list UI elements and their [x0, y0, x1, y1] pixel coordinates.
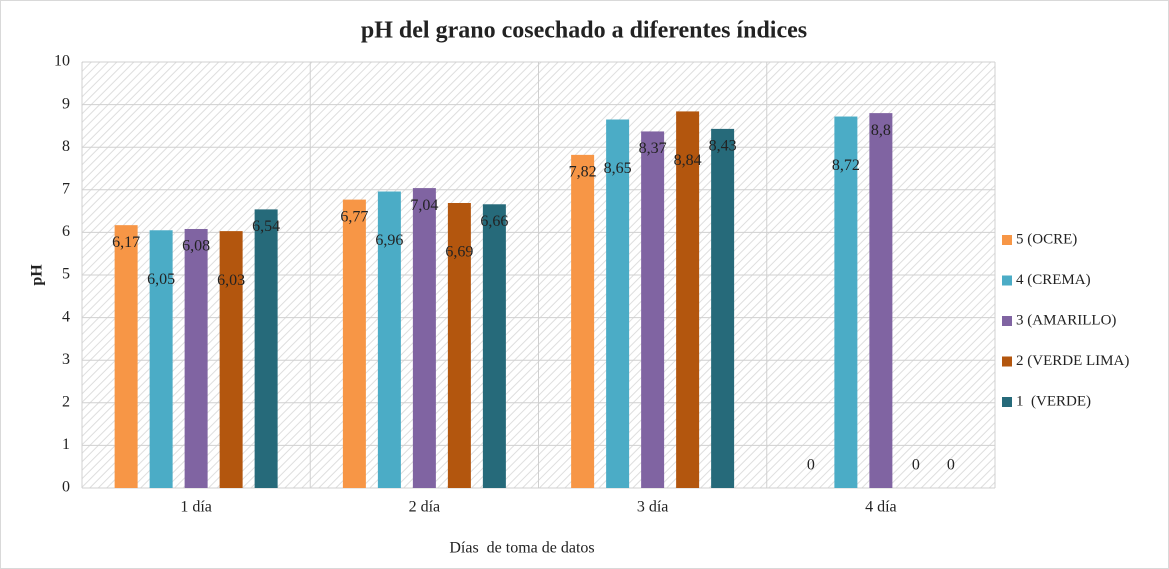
x-tick-label: 2 día: [409, 499, 441, 516]
bar: [834, 116, 858, 488]
legend-swatch: [1002, 356, 1012, 367]
bar: [219, 231, 243, 488]
data-label: 0: [947, 457, 955, 474]
data-label: 6,96: [375, 232, 403, 249]
bar: [482, 204, 506, 488]
data-label: 8,72: [832, 157, 860, 174]
data-label: 6,77: [340, 208, 368, 225]
data-label: 8,8: [871, 122, 891, 139]
data-label: 7,82: [569, 164, 597, 181]
legend-label: 5 (OCRE): [1016, 231, 1077, 247]
y-axis-label: pH: [29, 264, 46, 286]
legend-label: 1 (VERDE): [1016, 393, 1091, 409]
bar: [869, 113, 893, 489]
x-tick-label: 3 día: [637, 499, 669, 516]
data-label: 6,54: [252, 218, 280, 235]
data-label: 6,03: [217, 272, 245, 289]
legend-swatch: [1002, 275, 1012, 286]
bar: [254, 209, 278, 488]
y-tick-label: 0: [62, 479, 70, 496]
y-tick-label: 5: [62, 266, 70, 283]
data-label: 8,65: [604, 160, 632, 177]
bar: [412, 188, 436, 488]
bar: [184, 228, 208, 488]
chart-title: pH del grano cosechado a diferentes índi…: [361, 18, 807, 44]
bar: [149, 230, 173, 488]
data-label: 8,84: [674, 152, 702, 169]
bar: [711, 128, 735, 488]
y-tick-label: 9: [62, 95, 70, 112]
data-label: 6,17: [112, 234, 140, 251]
data-label: 8,37: [639, 140, 667, 157]
y-tick-label: 10: [54, 53, 70, 70]
y-tick-label: 3: [62, 351, 70, 368]
legend-swatch: [1002, 235, 1012, 245]
bar: [114, 225, 138, 488]
y-tick-label: 6: [62, 223, 70, 240]
data-label: 6,08: [182, 238, 210, 255]
data-label: 8,43: [709, 138, 737, 155]
bar: [641, 131, 665, 489]
legend-label: 2 (VERDE LIMA): [1016, 353, 1129, 369]
data-label: 0: [912, 457, 920, 474]
data-label: 7,04: [410, 197, 438, 214]
y-tick-label: 2: [62, 393, 70, 410]
legend-swatch: [1002, 397, 1012, 407]
y-tick-label: 4: [62, 308, 70, 325]
data-label: 6,05: [147, 271, 175, 288]
legend-label: 4 (CREMA): [1016, 272, 1091, 288]
data-label: 6,66: [480, 213, 508, 230]
bar: [676, 111, 700, 488]
x-axis-label: Días de toma de datos: [449, 540, 594, 557]
y-tick-label: 1: [62, 436, 70, 453]
data-label: 6,69: [445, 244, 473, 261]
bar: [447, 203, 471, 489]
bar: [342, 199, 366, 488]
x-tick-label: 4 día: [865, 499, 897, 516]
data-label: 0: [807, 457, 815, 474]
bar: [377, 191, 401, 488]
legend-label: 3 (AMARILLO): [1016, 312, 1116, 328]
y-tick-label: 7: [62, 180, 70, 197]
bar: [571, 154, 595, 489]
x-tick-label: 1 día: [180, 499, 212, 516]
y-tick-label: 8: [62, 138, 70, 155]
bar: [606, 119, 630, 488]
legend-swatch: [1002, 316, 1012, 326]
